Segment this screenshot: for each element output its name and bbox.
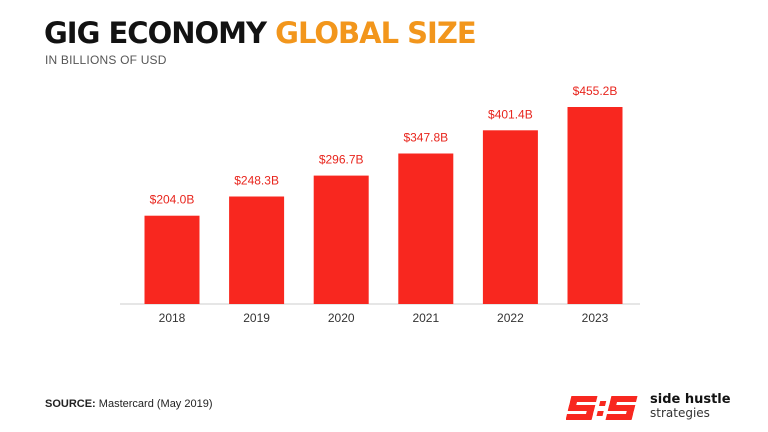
title-part-2: GLOBAL SIZE [275, 16, 477, 50]
bar-2023 [567, 107, 623, 304]
source-text: Mastercard (May 2019) [95, 398, 213, 410]
brand-name-line-1: side hustle [650, 392, 731, 407]
title-part-1: GIG ECONOMY [44, 16, 267, 50]
data-label-2021: $347.8B [403, 131, 448, 145]
brand-logo: side hustle strategies [566, 392, 746, 426]
x-tick-label-2018: 2018 [159, 311, 186, 325]
source-label: SOURCE: [45, 398, 96, 410]
source-note: SOURCE: Mastercard (May 2019) [45, 398, 213, 410]
bar-2021 [398, 153, 454, 304]
brand-name-line-2: strategies [650, 406, 710, 420]
shs-logo-icon [566, 396, 638, 420]
bar-2018 [144, 215, 200, 304]
page-subtitle: IN BILLIONS OF USD [45, 53, 167, 67]
data-label-2022: $401.4B [488, 107, 533, 121]
data-label-2019: $248.3B [234, 174, 279, 188]
x-tick-label-2019: 2019 [243, 311, 270, 325]
x-tick-label-2021: 2021 [412, 311, 439, 325]
x-tick-label-2023: 2023 [582, 311, 609, 325]
data-label-2023: $455.2B [573, 84, 618, 98]
page-title: GIG ECONOMY GLOBAL SIZE [44, 16, 477, 50]
bar-2020 [313, 175, 369, 304]
bar-chart: $204.0B 2018 $248.3B 2019 $296.7B 2020 $347.8B… [120, 84, 640, 325]
x-tick-label-2020: 2020 [328, 311, 355, 325]
bar-2022 [482, 130, 538, 304]
x-tick-label-2022: 2022 [497, 311, 524, 325]
data-label-2018: $204.0B [150, 193, 195, 207]
data-label-2020: $296.7B [319, 153, 364, 167]
bar-2019 [229, 196, 285, 304]
